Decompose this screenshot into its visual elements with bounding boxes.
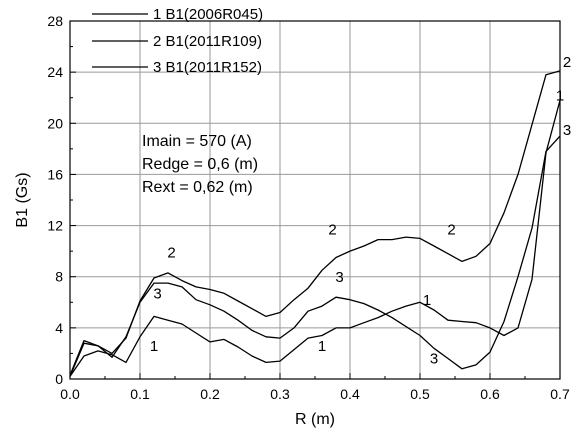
series-line-3: [69, 135, 561, 377]
series-labels: 1 1 1 1 2 2 2 2 3 3 3 3: [150, 54, 571, 368]
x-tick-label: 0.5: [410, 386, 430, 402]
y-tick-label: 20: [47, 115, 63, 131]
x-tick-label: 0.2: [200, 386, 220, 402]
series-label-1: 1: [318, 338, 326, 355]
y-tick-label: 0: [55, 371, 63, 387]
x-axis-title: R (m): [295, 411, 335, 428]
x-tick-label: 0.6: [480, 386, 500, 402]
x-tick-label: 0.7: [550, 386, 570, 402]
legend: 1 B1(2006R045) 2 B1(2011R109) 3 B1(2011R15…: [92, 6, 263, 76]
series-label-1: 1: [556, 87, 564, 104]
y-tick-label: 12: [47, 218, 63, 234]
series-label-2: 2: [563, 54, 571, 71]
series-lines: [69, 70, 561, 377]
series-label-3: 3: [153, 285, 161, 302]
x-tick-label: 0.4: [340, 386, 360, 402]
series-label-3: 3: [430, 351, 438, 368]
annotation-line: Rext = 0,62 (m): [142, 179, 253, 196]
plot-frame: [69, 20, 561, 380]
y-tick-label: 16: [47, 166, 63, 182]
grid: [70, 21, 560, 379]
y-axis-title: B1 (Gs): [14, 172, 31, 227]
series-label-2: 2: [167, 245, 175, 262]
series-label-3: 3: [335, 269, 343, 286]
series-label-2: 2: [447, 222, 455, 239]
x-tick-label: 0.0: [60, 386, 80, 402]
series-line-1: [69, 100, 561, 377]
x-tick-label: 0.1: [130, 386, 150, 402]
series-label-3: 3: [563, 122, 571, 139]
annotation-line: Imain = 570 (A): [142, 133, 252, 150]
legend-label-1: 1 B1(2006R045): [153, 6, 263, 23]
y-tick-label: 24: [47, 64, 63, 80]
y-tick-label: 8: [55, 269, 63, 285]
annotations: Imain = 570 (A) Redge = 0,6 (m) Rext = 0,6…: [142, 133, 258, 196]
series-label-1: 1: [423, 292, 431, 309]
legend-label-2: 2 B1(2011R109): [153, 33, 262, 50]
annotation-line: Redge = 0,6 (m): [142, 156, 258, 173]
y-tick-label: 4: [55, 320, 63, 336]
series-line-2: [69, 70, 561, 376]
x-tick-label: 0.3: [270, 386, 290, 402]
legend-label-3: 3 B1(2011R152): [153, 59, 262, 76]
series-label-2: 2: [328, 222, 336, 239]
series-label-1: 1: [150, 338, 158, 355]
y-tick-label: 28: [47, 13, 63, 29]
